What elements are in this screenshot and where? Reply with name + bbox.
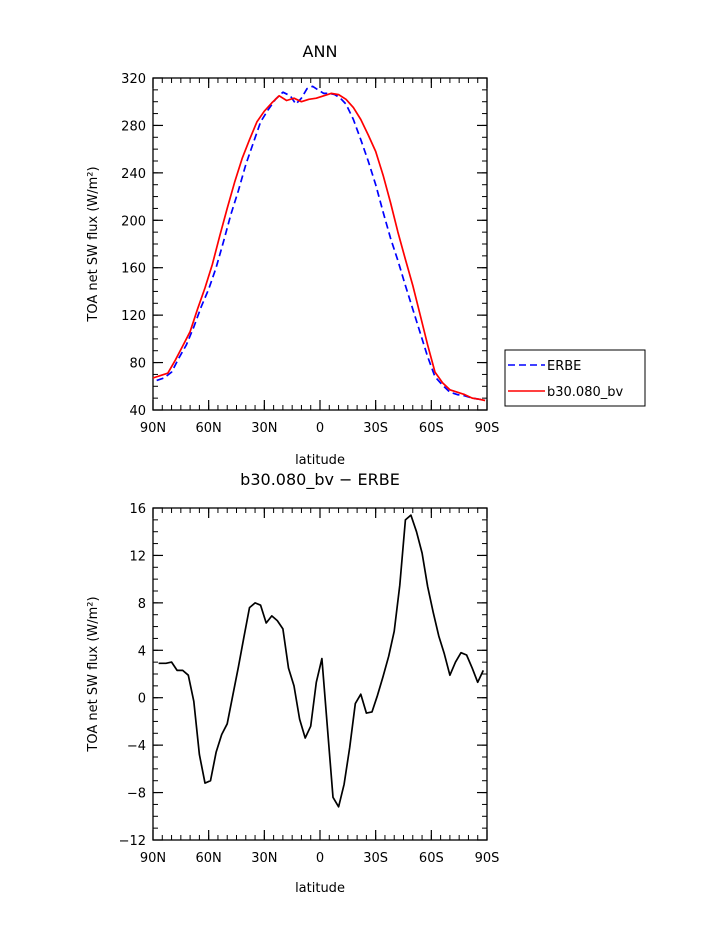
x-tick-label: 0 — [316, 421, 324, 436]
x-tick-label: 30N — [251, 851, 277, 866]
bottom-plot-frame — [152, 507, 488, 841]
y-tick-label: 160 — [121, 262, 146, 277]
top-y-axis-label: TOA net SW flux (W/m²) — [86, 166, 101, 322]
top-ticks: 90N 60N 30N 0 30S 60S 90S 40 80 120 160 200 240 280 32… — [121, 72, 499, 436]
x-tick-label: 90N — [140, 421, 166, 436]
bottom-series — [158, 514, 485, 808]
x-tick-label: 90S — [475, 421, 500, 436]
y-tick-label: −8 — [127, 787, 146, 802]
top-chart-title: ANN — [303, 42, 338, 61]
x-tick-label: 90N — [140, 851, 166, 866]
x-tick-label: 60S — [419, 851, 444, 866]
y-tick-label: 4 — [138, 644, 146, 659]
x-tick-label: 60N — [196, 421, 222, 436]
bottom-chart-title: b30.080_bv − ERBE — [240, 470, 400, 490]
y-tick-label: 0 — [138, 692, 146, 707]
legend-label-b30: b30.080_bv — [547, 385, 623, 400]
top-series — [152, 85, 486, 402]
x-tick-label: 30N — [251, 421, 277, 436]
y-tick-label: 8 — [138, 597, 146, 612]
y-tick-label: 80 — [129, 357, 146, 372]
x-tick-label: 30S — [363, 851, 388, 866]
bottom-series-line-diff — [158, 514, 485, 808]
y-tick-label: 240 — [121, 167, 146, 182]
x-tick-label: 60S — [419, 421, 444, 436]
x-tick-label: 90S — [475, 851, 500, 866]
legend-box — [504, 349, 646, 407]
top-panel: ANN 90N 60N 30N 0 30S 60S 90S 40 80 120 160 200 240 2… — [86, 42, 499, 468]
y-tick-label: 200 — [121, 214, 146, 229]
top-series-line-b30-080-bv — [152, 92, 486, 402]
legend: ERBE b30.080_bv — [504, 349, 646, 407]
bottom-y-axis-label: TOA net SW flux (W/m²) — [86, 596, 101, 752]
top-series-line-erbe — [156, 85, 486, 401]
y-tick-label: 40 — [129, 404, 146, 419]
y-tick-label: 320 — [121, 72, 146, 87]
bottom-ticks: 90N 60N 30N 0 30S 60S 90S −12 −8 −4 0 4 8 12 16 — [119, 502, 500, 866]
y-tick-label: 120 — [121, 309, 146, 324]
y-tick-label: 12 — [129, 549, 146, 564]
y-tick-label: −12 — [119, 834, 146, 849]
bottom-panel: b30.080_bv − ERBE 90N 60N 30N 0 30S 60S 90S −12… — [86, 470, 499, 896]
y-tick-label: 16 — [129, 502, 146, 517]
y-tick-label: 280 — [121, 119, 146, 134]
x-tick-label: 0 — [316, 851, 324, 866]
x-tick-label: 60N — [196, 851, 222, 866]
legend-label-erbe: ERBE — [547, 359, 581, 374]
y-tick-label: −4 — [127, 739, 146, 754]
top-plot-frame — [152, 77, 488, 411]
x-tick-label: 30S — [363, 421, 388, 436]
bottom-x-axis-label: latitude — [295, 881, 345, 896]
top-x-axis-label: latitude — [295, 453, 345, 468]
